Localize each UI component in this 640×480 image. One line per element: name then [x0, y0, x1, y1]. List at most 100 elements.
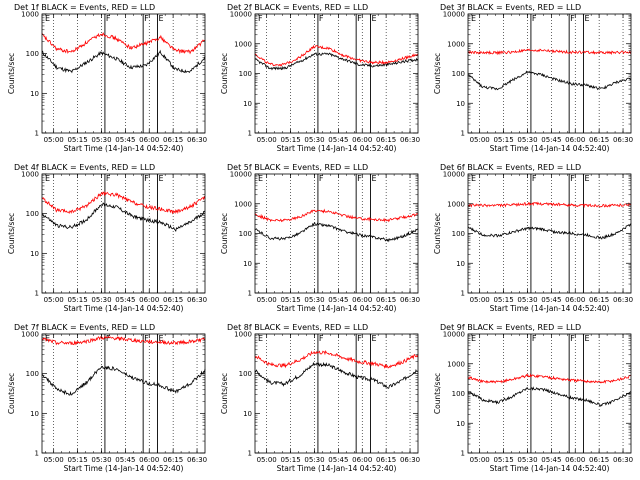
x-axis-label: Start Time (14-Jan-14 04:52:40) — [277, 304, 397, 313]
x-tick-label: 06:15 — [589, 136, 609, 144]
series-line — [467, 201, 632, 209]
plot-frame — [467, 173, 632, 294]
y-tick-label: 100 — [239, 370, 252, 378]
x-tick-label: 06:30 — [400, 136, 420, 144]
flag-label: E — [158, 334, 163, 343]
series-line — [41, 365, 206, 396]
flag-label: E — [371, 174, 376, 183]
series-line — [41, 335, 206, 346]
chart-panel: Det 8f BLACK = Events, RED = LLD E F F E 1 10 1… — [213, 320, 426, 480]
x-tick-label: 06:15 — [589, 456, 609, 464]
x-tick-label: 05:15 — [493, 296, 513, 304]
y-tick-label: 1000 — [447, 200, 465, 208]
flag-label: E — [471, 14, 476, 23]
flag-label: F — [532, 334, 537, 343]
y-tick-label: 100 — [452, 230, 465, 238]
chart-title: Det 9f BLACK = Events, RED = LLD — [440, 323, 581, 332]
y-tick-label: 10 — [243, 260, 252, 268]
chart-panel: Det 6f BLACK = Events, RED = LLD E F F E 1 10 1… — [426, 160, 639, 320]
series-line — [254, 350, 419, 369]
y-tick-label: 1 — [35, 450, 39, 458]
series-line — [254, 52, 419, 71]
chart-panel: Det 9f BLACK = Events, RED = LLD E F F E 1 10 1… — [426, 320, 639, 480]
y-tick-label: 10 — [243, 410, 252, 418]
x-axis-label: Start Time (14-Jan-14 04:52:40) — [64, 304, 184, 313]
flag-label: F — [570, 174, 575, 183]
x-axis-label: Start Time (14-Jan-14 04:52:40) — [64, 464, 184, 473]
x-tick-label: 06:15 — [376, 296, 396, 304]
y-tick-label: 100 — [26, 210, 39, 218]
y-axis-label: Counts/sec — [7, 53, 16, 94]
x-tick-label: 05:00 — [470, 296, 490, 304]
x-tick-label: 05:45 — [541, 136, 561, 144]
series-line — [467, 373, 632, 384]
y-tick-label: 1 — [248, 290, 252, 298]
x-axis-label: Start Time (14-Jan-14 04:52:40) — [277, 144, 397, 153]
flag-label: F — [106, 334, 111, 343]
flag-label: E — [584, 14, 589, 23]
flag-label: E — [45, 14, 50, 23]
flag-label: E — [258, 334, 263, 343]
x-tick-label: 06:00 — [352, 456, 372, 464]
x-tick-label: 06:15 — [589, 296, 609, 304]
y-axis-label: Counts/sec — [220, 53, 229, 94]
x-tick-label: 06:30 — [613, 456, 633, 464]
y-axis-label: Counts/sec — [7, 213, 16, 254]
chart-title: Det 7f BLACK = Events, RED = LLD — [14, 323, 155, 332]
flag-label: E — [258, 174, 263, 183]
y-axis-label: Counts/sec — [7, 373, 16, 414]
y-tick-label: 100 — [452, 70, 465, 78]
y-tick-label: 1000 — [21, 171, 39, 179]
series-line — [254, 44, 419, 67]
series-line — [254, 222, 419, 243]
series-line — [41, 202, 206, 232]
chart-panel: Det 2f BLACK = Events, RED = LLD F F F E 1 10 1… — [213, 0, 426, 160]
flag-label: F — [532, 14, 537, 23]
flag-label: F — [570, 14, 575, 23]
x-tick-label: 05:15 — [67, 136, 87, 144]
x-tick-label: 05:30 — [91, 136, 111, 144]
y-tick-label: 100 — [452, 390, 465, 398]
x-tick-label: 06:30 — [613, 136, 633, 144]
x-tick-label: 05:30 — [517, 136, 537, 144]
y-tick-label: 1000 — [234, 331, 252, 339]
x-tick-label: 05:00 — [257, 296, 277, 304]
flag-label: F — [144, 174, 149, 183]
flag-label: E — [584, 174, 589, 183]
y-tick-label: 10 — [30, 410, 39, 418]
plot-frame — [467, 13, 632, 134]
flag-label: E — [45, 334, 50, 343]
y-tick-label: 100 — [26, 370, 39, 378]
x-tick-label: 06:15 — [163, 456, 183, 464]
x-tick-label: 05:00 — [257, 136, 277, 144]
chart-title: Det 8f BLACK = Events, RED = LLD — [227, 323, 368, 332]
x-tick-label: 05:00 — [470, 456, 490, 464]
x-tick-label: 06:30 — [613, 296, 633, 304]
y-tick-label: 1 — [248, 450, 252, 458]
x-tick-label: 06:30 — [400, 456, 420, 464]
chart-panel: Det 7f BLACK = Events, RED = LLD E F F E 1 10 1… — [0, 320, 213, 480]
x-tick-label: 05:45 — [115, 456, 135, 464]
plot-frame — [254, 333, 419, 454]
y-tick-label: 1 — [35, 290, 39, 298]
x-tick-label: 05:45 — [541, 456, 561, 464]
flag-label: F — [357, 14, 362, 23]
y-tick-label: 10000 — [443, 171, 465, 179]
flag-label: F — [319, 334, 324, 343]
x-tick-label: 05:45 — [328, 456, 348, 464]
y-tick-label: 10 — [243, 100, 252, 108]
flag-label: E — [371, 14, 376, 23]
flag-label: F — [357, 174, 362, 183]
y-tick-label: 1000 — [234, 40, 252, 48]
y-axis-label: Counts/sec — [433, 213, 442, 254]
y-axis-label: Counts/sec — [220, 373, 229, 414]
y-axis-label: Counts/sec — [433, 373, 442, 414]
chart-title: Det 3f BLACK = Events, RED = LLD — [440, 3, 581, 12]
y-tick-label: 1 — [35, 130, 39, 138]
